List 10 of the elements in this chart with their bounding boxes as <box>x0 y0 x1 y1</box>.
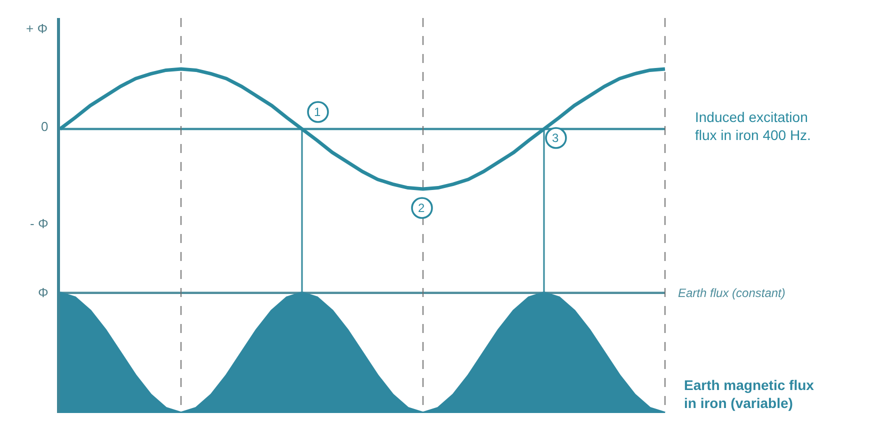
text: Φ <box>38 285 48 300</box>
annotation: 2 <box>418 201 425 215</box>
annotation: 1 <box>314 105 321 119</box>
text: + Φ <box>26 21 48 36</box>
annotation: 3 <box>552 131 559 145</box>
ref-line-label: Earth flux (constant) <box>678 286 786 300</box>
text: - Φ <box>30 216 48 231</box>
text: 0 <box>41 119 48 134</box>
text: Induced excitation flux in iron 400 Hz. <box>695 109 811 144</box>
series-label: Earth magnetic flux in iron (variable) <box>684 377 814 412</box>
